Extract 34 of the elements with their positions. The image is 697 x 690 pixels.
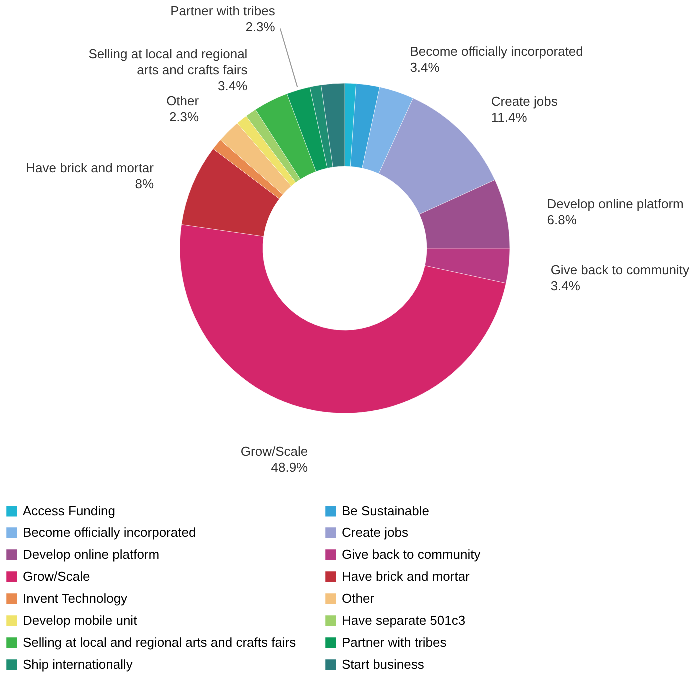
legend-label: Give back to community <box>342 547 482 562</box>
legend-label: Partner with tribes <box>342 635 448 650</box>
slice-label: Give back to community <box>550 262 690 278</box>
slice-label: Grow/Scale <box>240 444 308 460</box>
slice-label: Partner with tribes <box>170 4 276 19</box>
legend-label: Have separate 501c3 <box>342 613 466 628</box>
legend-label: Invent Technology <box>23 591 128 606</box>
data-label: 3.4% <box>218 78 248 94</box>
data-label: 48.9% <box>271 460 309 476</box>
slice-label: Selling at local and regional arts and crafts fairs <box>88 46 248 78</box>
legend-label: Have brick and mortar <box>342 569 471 584</box>
legend-label: Develop online platform <box>23 547 160 562</box>
data-label: 3.4% <box>550 278 581 294</box>
data-label: 3.4% <box>410 60 440 76</box>
legend-label: Access Funding <box>23 503 116 518</box>
legend-label: Start business <box>342 657 425 672</box>
slice-label: Develop online platform <box>547 196 684 212</box>
legend-label: Other <box>342 591 376 606</box>
legend-label: Create jobs <box>342 525 409 540</box>
legend-label: Develop mobile unit <box>23 613 138 628</box>
data-label: 11.4% <box>491 110 528 126</box>
slice-label: Create jobs <box>491 94 558 110</box>
legend-label: Become officially incorporated <box>23 525 196 540</box>
slice-label: Have brick and mortar <box>26 160 155 176</box>
legend-label: Grow/Scale <box>23 569 90 584</box>
slice-label: Become officially incorporated <box>410 44 584 60</box>
data-label: 2.3% <box>169 110 200 125</box>
legend-label: Selling at local and regional arts and crafts fairs <box>23 635 297 650</box>
slice-label: Other <box>166 94 200 109</box>
legend-label: Be Sustainable <box>342 503 430 518</box>
legend-label: Ship internationally <box>23 657 134 672</box>
data-label: 2.3% <box>246 20 276 35</box>
data-label: 8% <box>135 176 154 192</box>
data-label: 6.8% <box>547 212 578 228</box>
